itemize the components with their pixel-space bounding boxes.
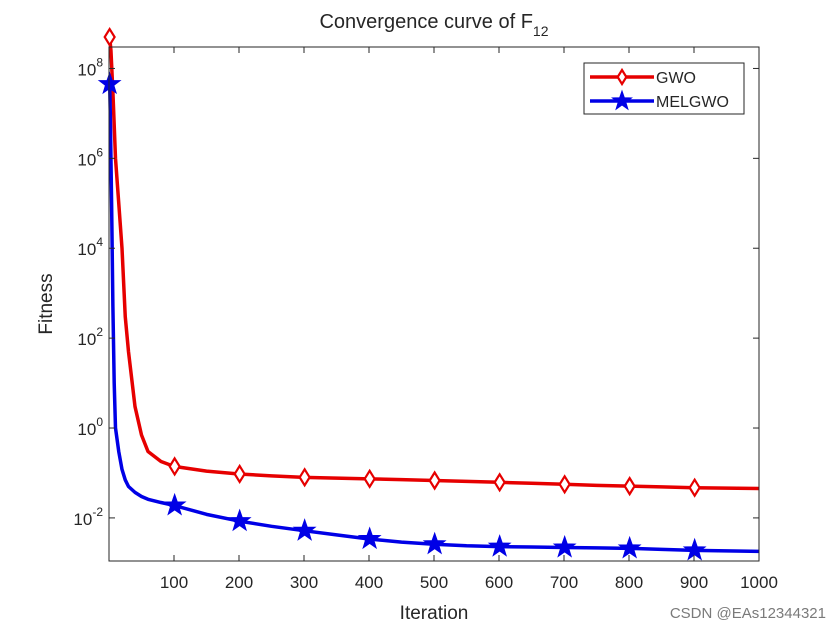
tick-layer: 100 200 300 400 500 600 700 800 900 100010-210010…: [73, 47, 778, 592]
gwo-marker: [168, 456, 181, 477]
gwo-marker: [493, 472, 506, 493]
y-tick-base: 10: [73, 510, 92, 529]
y-tick-label: 10-2: [73, 505, 103, 529]
y-tick-exponent: 8: [96, 55, 103, 69]
y-tick-exponent: 4: [96, 235, 103, 249]
y-tick-exponent: 0: [96, 415, 103, 429]
legend: GWO MELGWO: [583, 62, 745, 115]
watermark: CSDN @EAs12344321: [669, 605, 826, 622]
y-tick-label: 102: [77, 325, 103, 349]
melgwo-marker: [422, 531, 447, 555]
legend-label-melgwo: MELGWO: [656, 94, 729, 111]
y-tick-exponent: 6: [96, 145, 103, 159]
gwo-marker: [688, 477, 701, 498]
chart-title-main: Convergence curve of F: [319, 11, 532, 33]
y-tick-base: 10: [77, 330, 96, 349]
melgwo-marker: [357, 526, 382, 550]
legend-item-gwo: GWO: [590, 67, 696, 87]
x-tick-label: 1000: [740, 573, 778, 592]
series-layer: [97, 26, 760, 561]
x-tick-label: 900: [680, 573, 708, 592]
x-tick-label: 500: [420, 573, 448, 592]
gwo-marker: [298, 467, 311, 488]
x-tick-label: 100: [160, 573, 188, 592]
gwo-marker: [233, 463, 246, 485]
chart-title: Convergence curve of F12: [319, 11, 548, 39]
gwo-marker: [428, 470, 441, 491]
melgwo-marker: [97, 71, 122, 95]
y-tick-base: 10: [77, 60, 96, 79]
x-axis-label: Iteration: [400, 603, 469, 624]
chart-title-subscript: 12: [533, 23, 549, 39]
melgwo-marker: [682, 537, 707, 561]
x-tick-label: 200: [225, 573, 253, 592]
melgwo-marker: [227, 508, 252, 532]
melgwo-marker: [292, 518, 317, 541]
gwo-marker: [363, 468, 376, 489]
x-tick-label: 300: [290, 573, 318, 592]
y-tick-label: 106: [77, 145, 103, 169]
legend-item-melgwo: MELGWO: [590, 89, 729, 111]
legend-marker-melgwo: [611, 89, 633, 111]
melgwo-marker: [162, 492, 187, 516]
y-tick-base: 10: [77, 240, 96, 259]
y-tick-base: 10: [77, 150, 96, 169]
x-tick-label: 600: [485, 573, 513, 592]
y-tick-exponent: 2: [96, 325, 103, 339]
y-tick-label: 100: [77, 415, 103, 439]
legend-marker-gwo: [616, 67, 628, 87]
gwo-line: [107, 36, 760, 491]
melgwo-marker: [617, 535, 642, 559]
y-tick-exponent: -2: [92, 505, 103, 519]
legend-label-gwo: GWO: [656, 70, 696, 87]
y-tick-label: 108: [77, 55, 103, 79]
melgwo-marker: [552, 534, 577, 558]
legend-box: [583, 62, 745, 115]
gwo-marker: [623, 476, 636, 497]
series-gwo: [103, 26, 760, 498]
series-melgwo: [97, 71, 760, 561]
x-tick-label: 400: [355, 573, 383, 592]
gwo-marker: [103, 26, 116, 48]
y-axis-label: Fitness: [36, 273, 57, 334]
x-tick-label: 800: [615, 573, 643, 592]
x-tick-label: 700: [550, 573, 578, 592]
gwo-marker: [558, 474, 571, 495]
y-tick-label: 104: [77, 235, 103, 259]
y-tick-base: 10: [77, 420, 96, 439]
melgwo-marker: [487, 534, 512, 557]
